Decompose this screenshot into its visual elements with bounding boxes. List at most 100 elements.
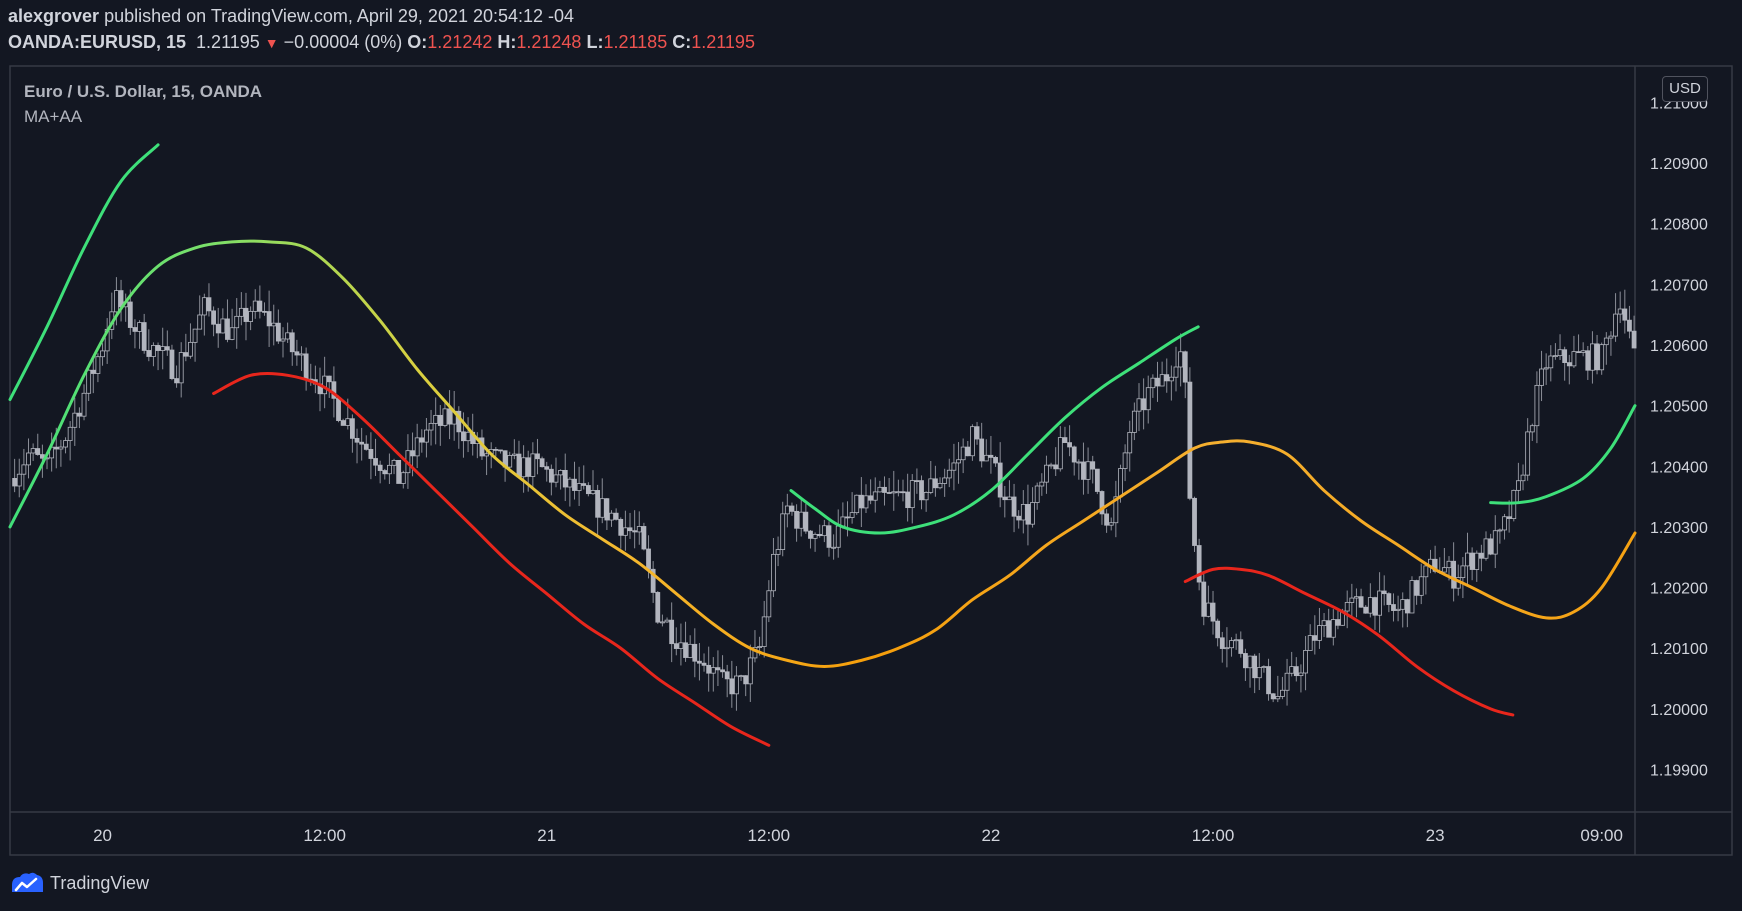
candle-body bbox=[53, 446, 59, 450]
symbol-line: OANDA:EURUSD, 15 1.21195 ▼ −0.00004 (0%)… bbox=[8, 32, 755, 53]
band-line-1 bbox=[8, 143, 160, 402]
time-tick-label: 22 bbox=[981, 826, 1000, 845]
candle-body bbox=[1094, 468, 1100, 492]
candle-body bbox=[1044, 464, 1049, 483]
candle-body bbox=[424, 429, 429, 443]
candle-body bbox=[1395, 608, 1401, 611]
low-label: L: bbox=[586, 32, 604, 52]
band-line-6 bbox=[1489, 404, 1637, 505]
candle-body bbox=[197, 314, 203, 330]
candle-body bbox=[1219, 637, 1225, 649]
candle-body bbox=[1548, 355, 1554, 369]
candle-body bbox=[331, 381, 337, 399]
candle-body bbox=[1571, 351, 1577, 367]
candle-body bbox=[697, 660, 702, 664]
candle-body bbox=[868, 495, 874, 501]
candle-body bbox=[1317, 625, 1322, 641]
candle-body bbox=[86, 369, 92, 394]
candle-body bbox=[252, 300, 258, 312]
candle-body bbox=[201, 297, 207, 316]
price-change: −0.00004 (0%) bbox=[283, 32, 403, 52]
author-name[interactable]: alexgrover bbox=[8, 6, 100, 26]
open-value: 1.21242 bbox=[427, 32, 493, 52]
candle-body bbox=[271, 322, 277, 327]
candle-body bbox=[979, 438, 985, 462]
candle-body bbox=[743, 675, 749, 685]
candle-body bbox=[1205, 602, 1211, 617]
time-tick-label: 20 bbox=[93, 826, 112, 845]
candle-body bbox=[1007, 496, 1012, 501]
candle-body bbox=[21, 464, 27, 475]
candle-body bbox=[1585, 350, 1591, 371]
band-line-4 bbox=[789, 325, 1200, 535]
candle-body bbox=[1247, 655, 1253, 669]
candle-body bbox=[891, 491, 897, 494]
candle-body bbox=[1404, 599, 1410, 614]
candle-body bbox=[322, 375, 328, 395]
candle-body bbox=[729, 678, 735, 695]
candle-body bbox=[294, 351, 300, 356]
currency-badge[interactable]: USD bbox=[1662, 76, 1708, 102]
candle-body bbox=[1627, 319, 1632, 332]
time-tick-label: 09:00 bbox=[1580, 826, 1623, 845]
candle-body bbox=[1418, 576, 1424, 596]
candle-body bbox=[632, 530, 638, 533]
candle-body bbox=[178, 352, 184, 384]
candle-body bbox=[988, 454, 994, 458]
indicator-name[interactable]: MA+AA bbox=[24, 107, 83, 126]
candle-body bbox=[1367, 597, 1373, 614]
candle-body bbox=[993, 457, 998, 464]
candle-body bbox=[1409, 580, 1415, 614]
footer-brand[interactable]: TradingView bbox=[10, 872, 149, 894]
candle-body bbox=[220, 318, 226, 334]
candle-body bbox=[1261, 666, 1267, 668]
candle-body bbox=[146, 350, 152, 357]
candle-body bbox=[1002, 496, 1008, 501]
candle-body bbox=[257, 300, 263, 312]
price-axis[interactable]: 1.210001.209001.208001.207001.206001.205… bbox=[1650, 95, 1708, 779]
down-triangle-icon: ▼ bbox=[264, 35, 279, 51]
time-tick-label: 12:00 bbox=[1192, 826, 1235, 845]
candle-body bbox=[1016, 515, 1022, 521]
candle-body bbox=[1289, 666, 1295, 674]
candle-body bbox=[970, 426, 975, 457]
candle-body bbox=[1256, 667, 1262, 679]
time-axis[interactable]: 20 12:00 21 12:00 22 12:00 23 09:00 bbox=[93, 826, 1623, 845]
candle-body bbox=[1553, 355, 1558, 358]
candle-body bbox=[1377, 590, 1382, 616]
publish-line: alexgrover published on TradingView.com,… bbox=[8, 6, 574, 27]
candle-body bbox=[368, 448, 374, 459]
bands-group bbox=[8, 143, 1637, 747]
candle-body bbox=[26, 452, 31, 466]
candle-body bbox=[1034, 485, 1040, 503]
band-line-2 bbox=[8, 239, 1637, 668]
candle-body bbox=[1053, 464, 1059, 470]
candle-body bbox=[326, 375, 332, 383]
candle-body bbox=[507, 455, 513, 468]
candle-body bbox=[132, 327, 138, 332]
candle-body bbox=[595, 490, 601, 518]
candle-body bbox=[1187, 381, 1193, 499]
candle-body bbox=[192, 328, 198, 343]
candle-body bbox=[234, 315, 240, 329]
candle-body bbox=[766, 590, 772, 618]
candle-body bbox=[956, 459, 961, 464]
candle-body bbox=[1178, 351, 1184, 368]
candle-body bbox=[863, 495, 869, 509]
candle-body bbox=[525, 457, 531, 477]
candle-body bbox=[285, 332, 291, 340]
candle-body bbox=[1566, 362, 1572, 367]
candle-body bbox=[798, 511, 804, 529]
candle-body bbox=[1622, 308, 1628, 321]
candle-body bbox=[377, 464, 383, 471]
candle-body bbox=[521, 457, 526, 478]
candle-body bbox=[516, 453, 522, 478]
candle-body bbox=[905, 491, 911, 509]
candle-body bbox=[447, 408, 452, 425]
candle-body bbox=[544, 466, 550, 470]
band-line-3 bbox=[212, 371, 771, 747]
time-tick-label: 12:00 bbox=[303, 826, 346, 845]
candle-body bbox=[1400, 599, 1406, 610]
candle-body bbox=[289, 332, 295, 353]
